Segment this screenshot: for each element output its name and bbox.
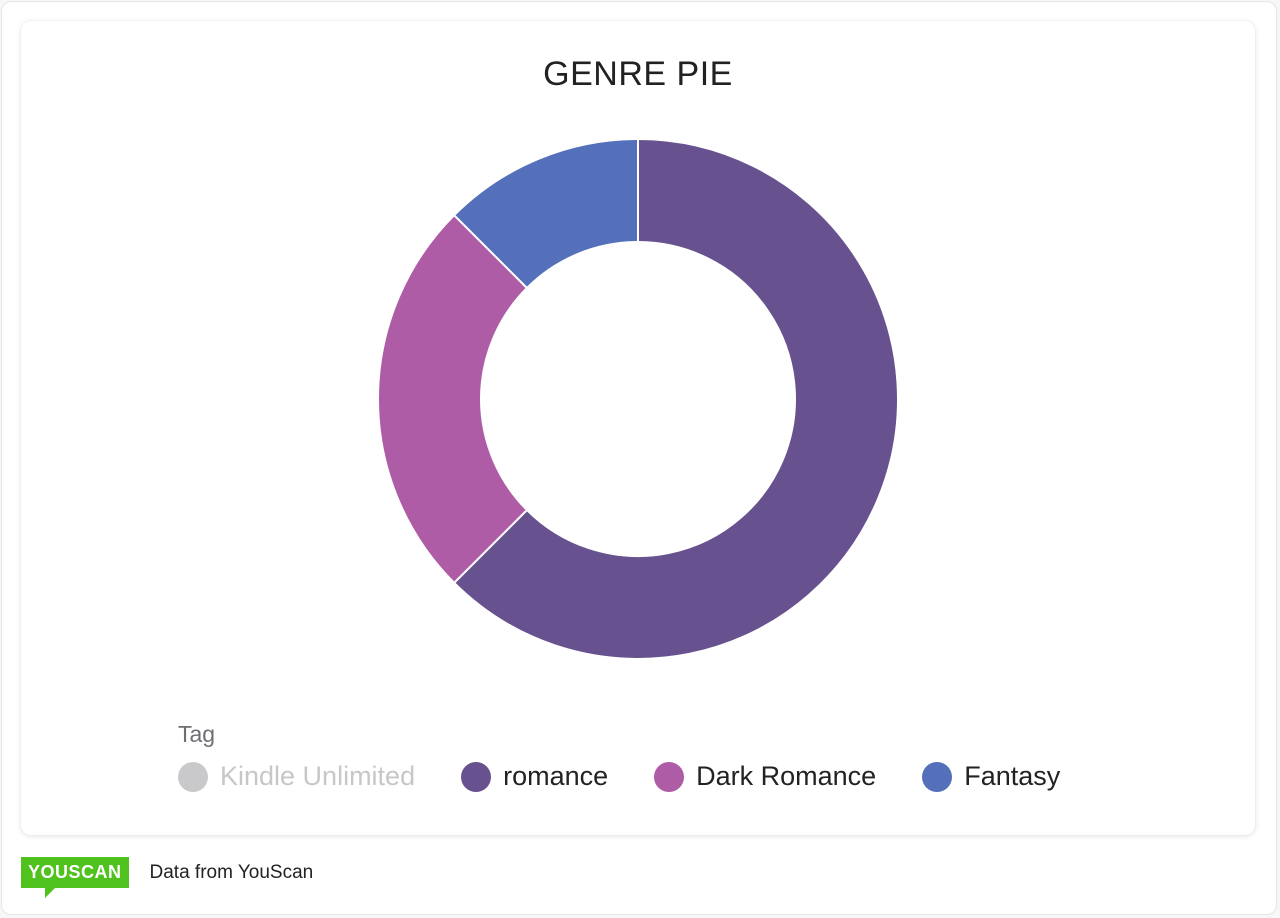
slice-romance[interactable]	[452, 137, 899, 660]
legend-item-kindle-unlimited[interactable]: Kindle Unlimited	[178, 761, 415, 792]
legend-dot-kindle-unlimited	[178, 761, 208, 792]
footer: YOUSCAN Data from YouScan	[21, 857, 314, 898]
slice-dark-romance[interactable]	[377, 213, 529, 585]
legend-dot-fantasy	[922, 761, 953, 792]
chart-title: GENRE PIE	[543, 55, 733, 93]
youscan-logo[interactable]: YOUSCAN	[21, 857, 129, 898]
legend-dot-dark-romance	[654, 761, 685, 792]
donut-chart	[377, 137, 899, 660]
legend-label: Fantasy	[964, 761, 1061, 791]
legend-label: Kindle Unlimited	[220, 761, 416, 791]
chart-card: GENRE PIE Tag Kindle Unlimited romance D…	[21, 21, 1255, 835]
legend-label: Dark Romance	[696, 761, 877, 791]
legend-label: romance	[503, 761, 609, 791]
legend: Kindle Unlimited romance Dark Romance Fa…	[178, 761, 1060, 792]
legend-item-romance[interactable]: romance	[461, 761, 608, 792]
legend-item-dark-romance[interactable]: Dark Romance	[654, 761, 876, 792]
slice-fantasy[interactable]	[452, 137, 639, 290]
legend-dot-romance	[461, 761, 492, 792]
legend-title: Tag	[178, 721, 216, 747]
data-source-text: Data from YouScan	[149, 861, 314, 883]
legend-item-fantasy[interactable]: Fantasy	[922, 761, 1060, 792]
